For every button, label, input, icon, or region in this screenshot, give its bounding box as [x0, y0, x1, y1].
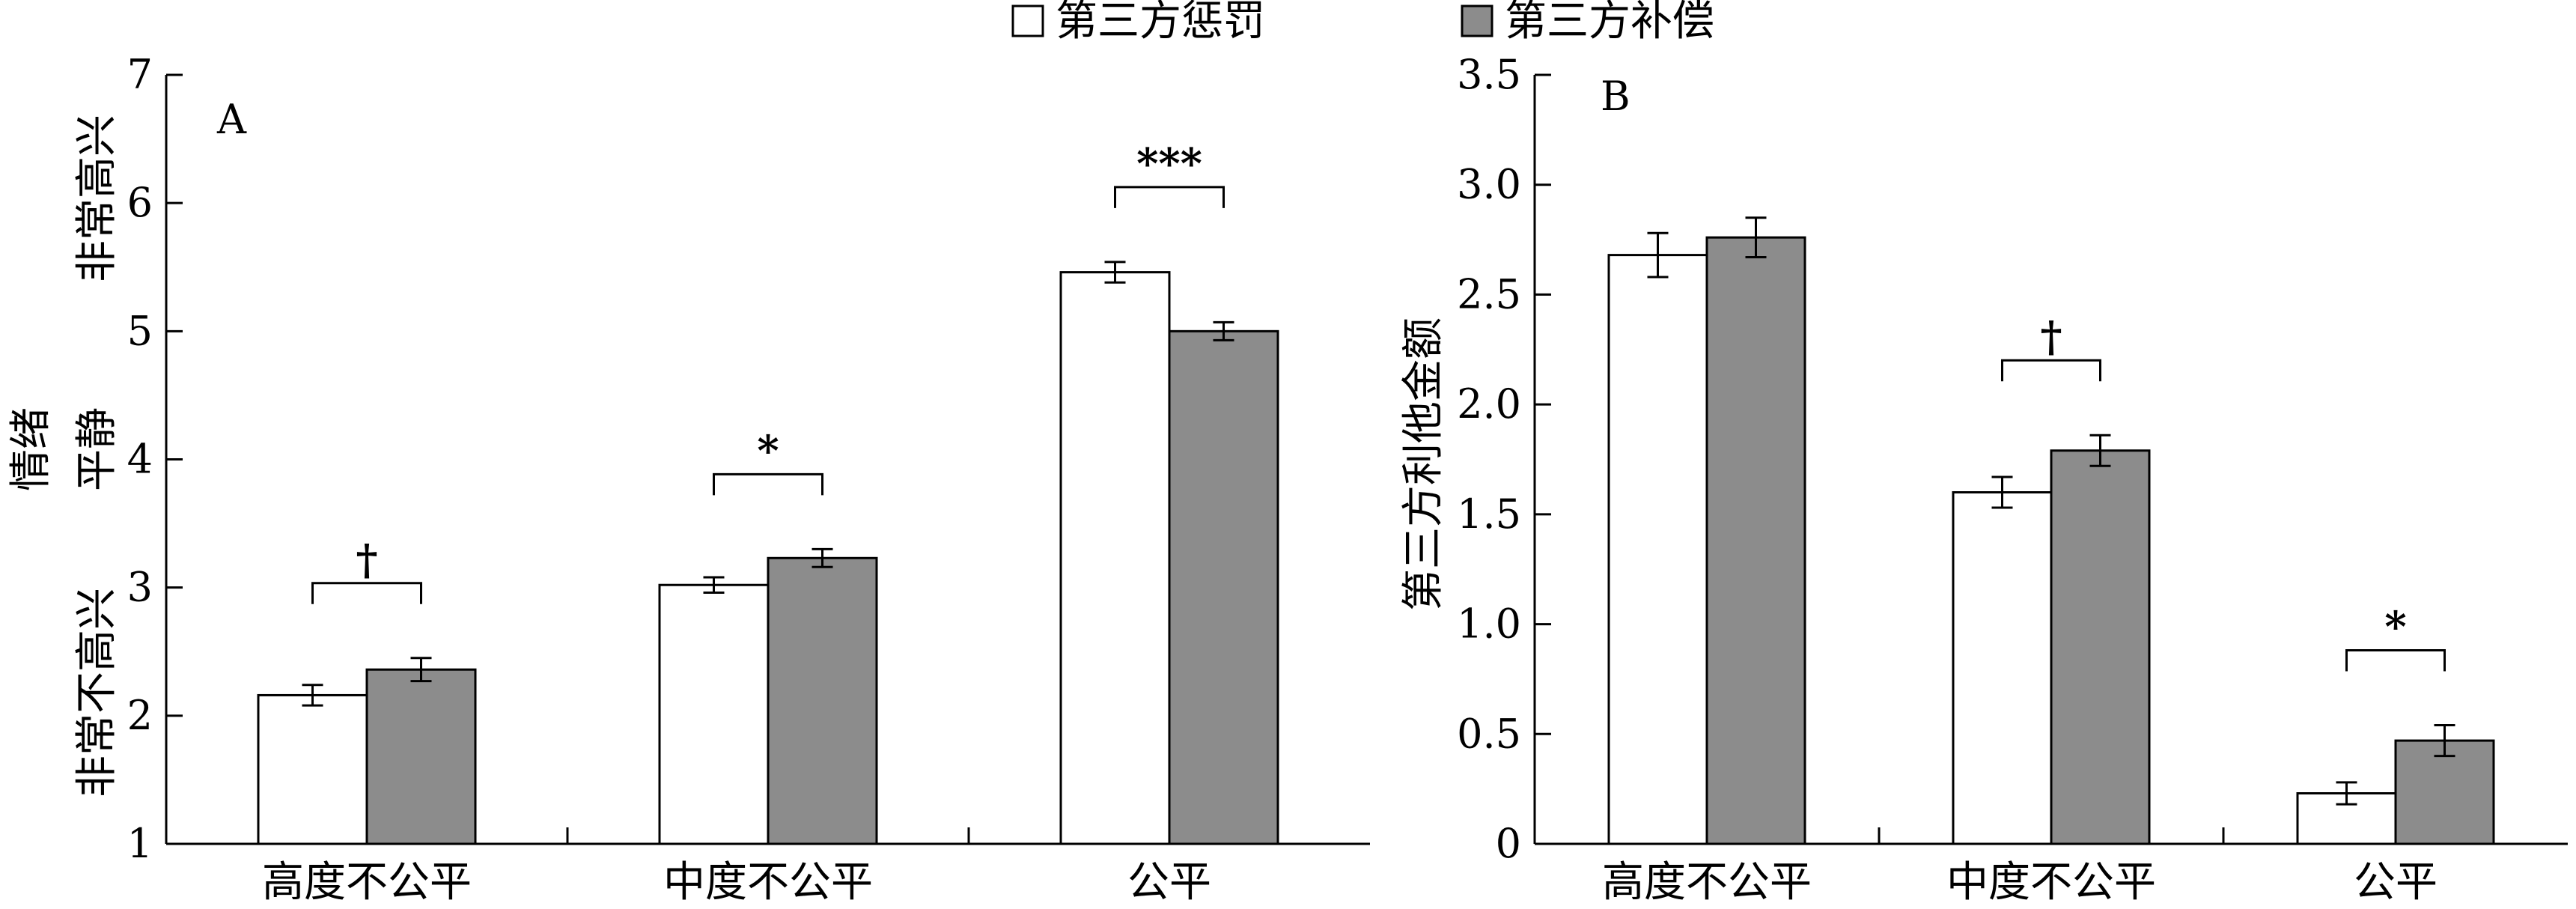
y-tick-label: 7	[127, 51, 153, 98]
y-tick-label: 2.5	[1457, 270, 1521, 317]
bar	[767, 556, 878, 845]
y-tick-label: 1	[127, 820, 153, 867]
y-tick-label: 1.5	[1457, 490, 1521, 538]
legend-label-punish: 第三方惩罚	[1056, 0, 1265, 46]
x-category-label: 高度不公平	[262, 858, 472, 907]
significance-bracket	[713, 472, 823, 496]
legend-swatch-compensate	[1461, 4, 1493, 37]
significance-label: *	[757, 426, 779, 475]
significance-bracket	[311, 582, 422, 604]
panel-a-label: A	[216, 96, 247, 143]
significance-label: †	[356, 535, 377, 585]
panel-a-ylabel-mid-line2: 平静	[73, 407, 121, 491]
panel-b-label: B	[1601, 73, 1630, 120]
panel-a-ylabel-high: 非常高兴	[73, 115, 121, 282]
bar	[1705, 236, 1806, 845]
bar	[1059, 271, 1171, 845]
y-tick-label: 0	[1496, 820, 1521, 867]
x-category-label: 公平	[2354, 858, 2438, 907]
panel-a-marks: †****	[257, 139, 1279, 845]
y-tick-label: 1.0	[1457, 601, 1521, 648]
legend-label-compensate: 第三方补偿	[1505, 0, 1714, 46]
y-tick-label: 3	[127, 564, 153, 611]
y-tick-label: 2	[127, 692, 153, 739]
bar	[658, 583, 770, 845]
x-category-label: 高度不公平	[1602, 858, 1812, 907]
y-tick-label: 2.0	[1457, 380, 1521, 428]
y-tick-label: 0.5	[1457, 710, 1521, 757]
legend-swatch-punish	[1011, 4, 1044, 37]
panel-a-ylabel-low: 非常不高兴	[73, 588, 121, 797]
y-tick-label: 6	[127, 179, 153, 226]
y-tick-label: 5	[127, 307, 153, 354]
y-tick-label: 3.5	[1457, 51, 1521, 98]
significance-label: †	[2040, 312, 2062, 362]
y-tick-label: 4	[127, 436, 153, 483]
bar	[2394, 739, 2495, 845]
bar	[257, 693, 368, 845]
x-category-label: 中度不公平	[1946, 858, 2156, 907]
significance-bracket	[2001, 359, 2101, 382]
bar	[1607, 254, 1708, 845]
panel-b-ylabel: 第三方利他金额	[1399, 317, 1448, 611]
significance-bracket	[2345, 649, 2446, 672]
x-category-label: 中度不公平	[663, 858, 873, 907]
legend: 第三方惩罚 第三方补偿	[1011, 0, 1714, 46]
significance-label: ***	[1136, 139, 1202, 189]
panel-b-marks: †*	[1607, 216, 2495, 845]
bar	[1952, 491, 2053, 845]
y-tick-label: 3.0	[1457, 161, 1521, 208]
panel-a-ylabel-mid-line1: 情绪	[7, 407, 55, 491]
significance-label: *	[2384, 603, 2406, 652]
bar	[2050, 449, 2151, 845]
x-category-label: 公平	[1127, 858, 1211, 907]
panel-a-axes: 1 2 3 4 5 6 7 高度不公平 中度不公平 公平	[127, 51, 1370, 907]
significance-bracket	[1114, 186, 1225, 208]
bar	[365, 668, 477, 845]
bar	[1168, 329, 1279, 845]
